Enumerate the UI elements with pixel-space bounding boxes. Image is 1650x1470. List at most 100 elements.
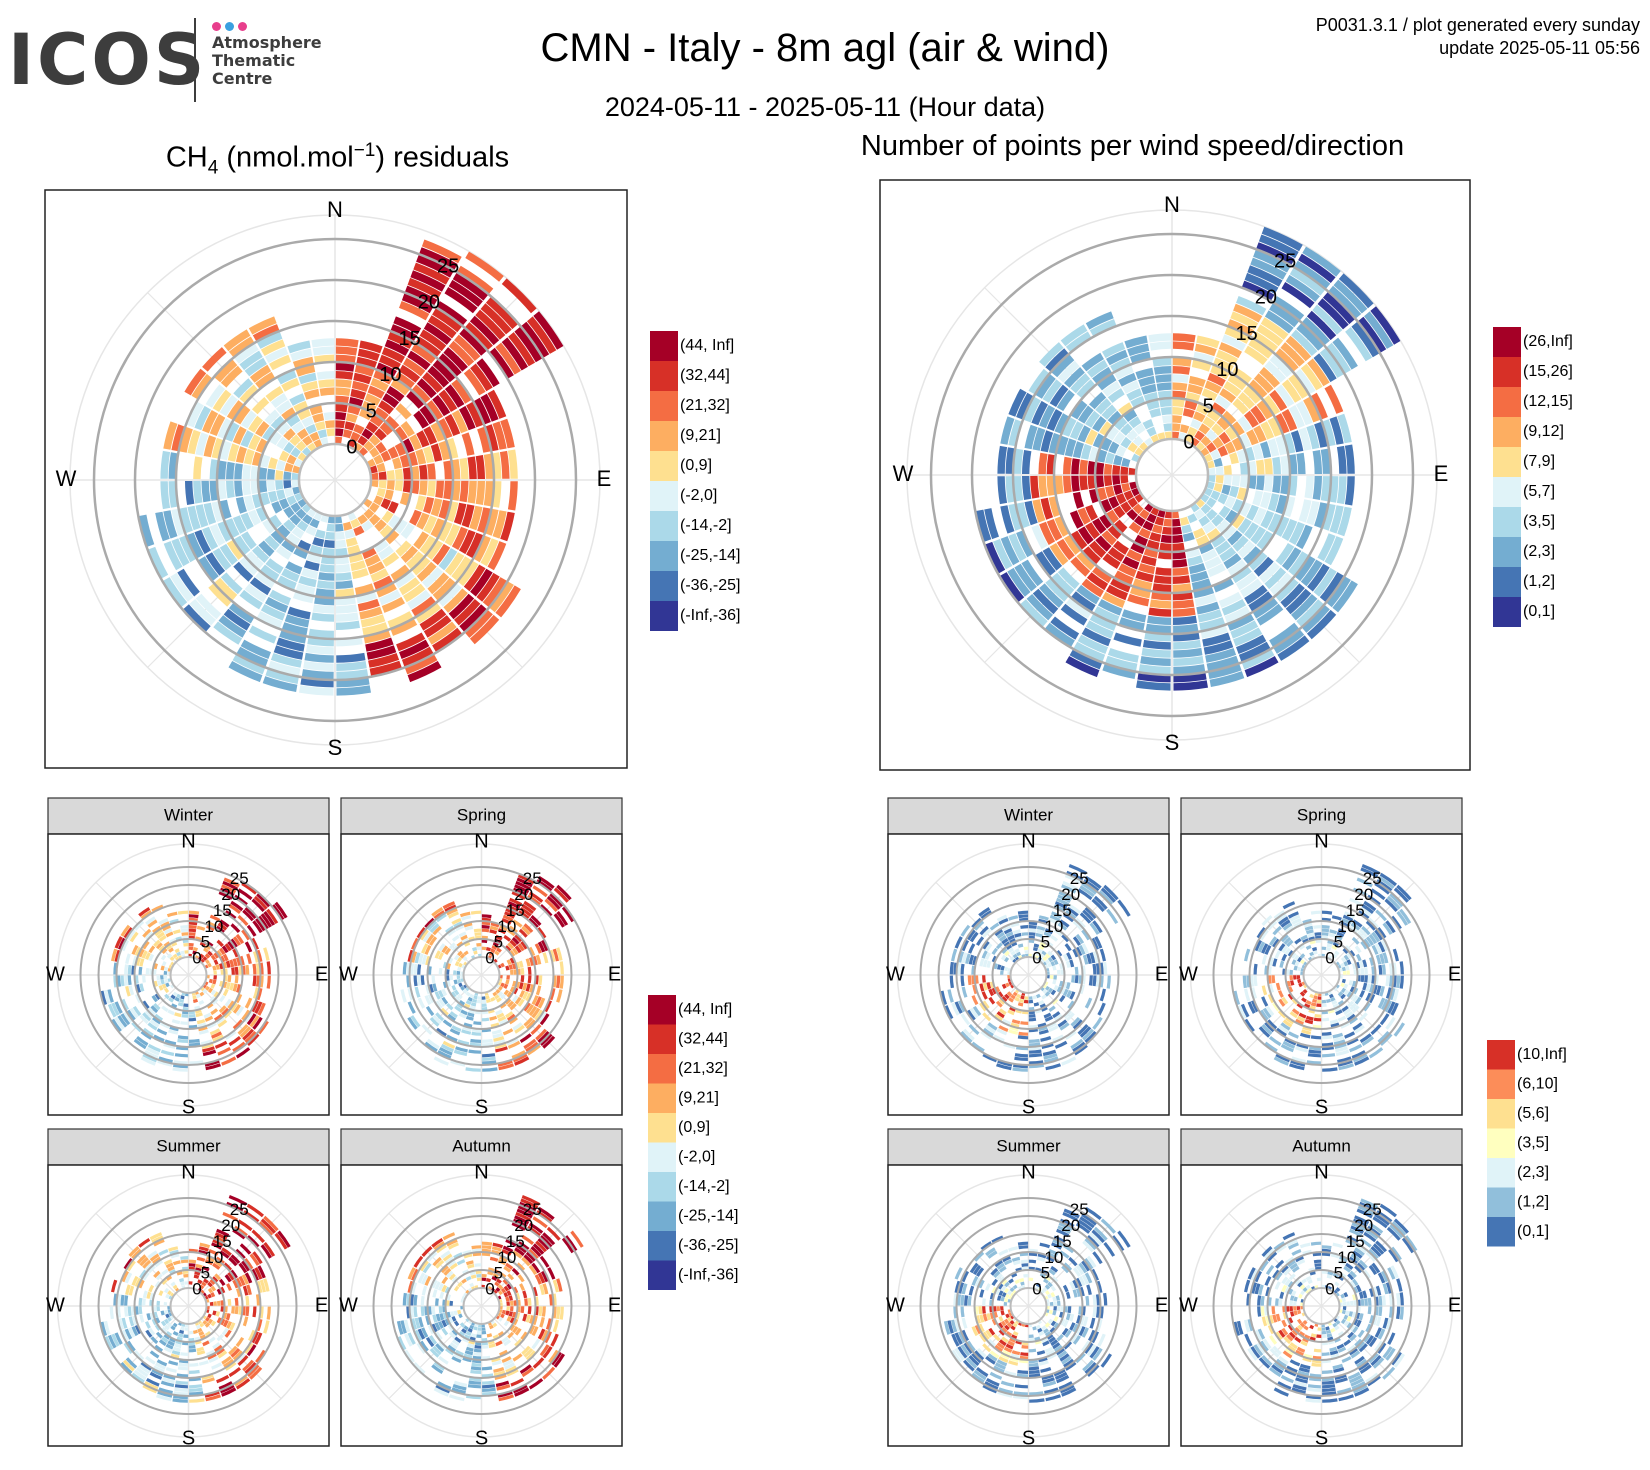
data-bin: [1342, 1301, 1347, 1306]
data-bin: [211, 1031, 223, 1039]
data-bin: [1275, 494, 1288, 515]
data-bin: [353, 424, 365, 435]
data-bin: [1008, 533, 1027, 562]
data-bin: [271, 904, 285, 921]
data-bin: [443, 480, 453, 500]
data-bin: [356, 356, 378, 369]
data-bin: [433, 1056, 449, 1066]
data-bin: [525, 1041, 539, 1053]
data-bin: [180, 1326, 185, 1331]
data-bin: [281, 407, 296, 421]
data-bin: [151, 904, 164, 913]
data-bin: [207, 1293, 212, 1299]
data-bin: [506, 1037, 519, 1046]
data-bin: [260, 1244, 272, 1259]
data-bin: [169, 956, 175, 961]
data-bin: [1113, 484, 1123, 496]
data-bin: [209, 1301, 214, 1306]
data-bin: [462, 956, 468, 961]
data-bin: [1022, 450, 1032, 474]
data-bin: [1172, 357, 1192, 367]
data-bin: [1206, 429, 1218, 441]
data-bin: [1153, 575, 1172, 584]
radial-tick-label: 5: [201, 933, 210, 952]
data-bin: [271, 501, 283, 514]
data-bin: [1196, 403, 1210, 416]
data-bin: [182, 1006, 189, 1011]
legend-label: (44, Inf]: [680, 337, 734, 354]
data-bin: [273, 645, 304, 660]
data-bin: [244, 906, 257, 919]
data-bin: [196, 1346, 205, 1352]
data-bin: [252, 951, 259, 963]
data-bin: [463, 1022, 473, 1028]
data-bin: [251, 1000, 259, 1013]
data-bin: [206, 1002, 214, 1009]
data-bin: [406, 551, 425, 570]
data-bin: [213, 952, 220, 959]
data-bin: [379, 354, 401, 371]
data-bin: [380, 498, 391, 510]
data-bin: [1252, 331, 1279, 353]
compass-west: W: [339, 1294, 358, 1316]
data-bin: [482, 1056, 496, 1061]
data-bin: [439, 1047, 453, 1056]
data-bin: [141, 950, 148, 959]
data-bin: [1054, 413, 1070, 434]
data-bin: [188, 925, 197, 929]
data-bin: [1089, 540, 1107, 558]
data-bin: [1097, 487, 1108, 501]
data-bin: [165, 1343, 174, 1350]
data-bin: [1146, 539, 1160, 550]
data-bin: [252, 397, 270, 415]
legend-label: (32,44]: [678, 1030, 728, 1047]
data-bin: [1097, 599, 1123, 616]
data-bin: [378, 471, 387, 480]
data-bin: [400, 523, 415, 539]
data-bin: [416, 430, 430, 448]
data-bin: [199, 1322, 205, 1328]
data-bin: [276, 459, 286, 471]
data-bin: [1303, 396, 1321, 423]
data-bin: [480, 303, 512, 335]
legend-swatch: [650, 331, 678, 361]
data-bin: [1118, 617, 1145, 631]
data-bin: [225, 1313, 231, 1321]
data-bin: [1162, 415, 1172, 424]
data-bin: [174, 1053, 188, 1058]
data-bin: [1208, 663, 1242, 679]
data-bin: [451, 934, 460, 942]
data-bin: [152, 1256, 162, 1265]
data-bin: [507, 901, 521, 910]
data-bin: [396, 632, 426, 652]
data-bin: [1020, 599, 1048, 627]
data-bin: [1244, 656, 1279, 678]
radial-tick-label: 25: [230, 1200, 249, 1219]
data-bin: [1107, 410, 1123, 426]
legend-swatch: [1493, 567, 1521, 597]
data-bin: [407, 661, 442, 683]
data-bin: [188, 1337, 195, 1342]
data-bin: [1128, 416, 1142, 429]
data-bin: [1224, 326, 1251, 344]
data-bin: [179, 998, 184, 1003]
data-bin: [1316, 1334, 1322, 1339]
data-bin: [1023, 1273, 1029, 1278]
data-bin: [447, 928, 456, 937]
data-bin: [217, 1350, 228, 1359]
data-bin: [1153, 366, 1172, 375]
data-bin: [312, 537, 325, 547]
data-bin: [228, 1345, 238, 1356]
data-bin: [217, 521, 233, 542]
data-bin: [237, 1355, 249, 1366]
data-bin: [315, 588, 335, 598]
data-bin: [1122, 380, 1140, 394]
data-bin: [252, 975, 257, 987]
data-bin: [235, 1006, 245, 1017]
data-bin: [1104, 463, 1113, 475]
data-bin: [456, 970, 461, 975]
data-bin: [1072, 441, 1084, 459]
data-bin: [1064, 367, 1085, 388]
data-bin: [251, 1229, 265, 1243]
data-bin: [199, 991, 205, 997]
